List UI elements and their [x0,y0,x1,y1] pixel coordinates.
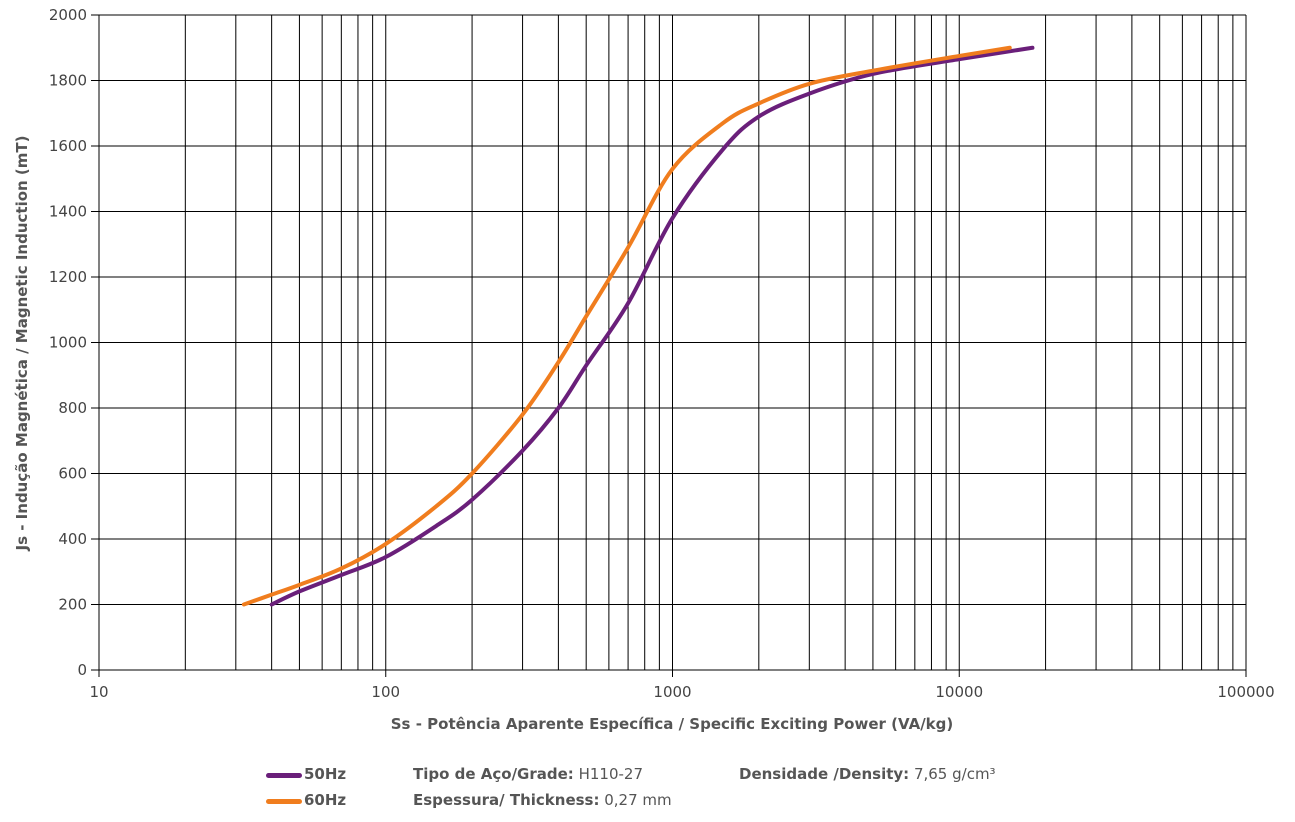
legend-swatch-60hz [266,799,302,804]
y-axis-title: Js - Indução Magnética / Magnetic Induct… [13,135,31,551]
x-axis-title: Ss - Potência Aparente Específica / Spec… [391,715,954,733]
y-tick-label: 800 [58,399,87,417]
x-tick-label: 100 [371,683,400,701]
y-tick-label: 2000 [49,6,87,24]
tick-labels: 0 200 400 600 800 1000 1200 1400 1600 1800 2000 10 1… [49,6,1275,701]
y-tick-label: 600 [58,465,87,483]
y-tick-label: 1000 [49,334,87,352]
grid-lines [91,14,1247,677]
thickness-info: Espessura/ Thickness: 0,27 mm [413,791,672,809]
x-tick-label: 1000 [653,683,691,701]
series-line-60hz [241,45,1012,607]
legend-label-60hz: 60Hz [304,791,347,809]
density-label: Densidade /Density: [739,765,910,783]
grade-info: Tipo de Aço/Grade: H110-27 [413,765,643,783]
x-tick-label: 10000 [935,683,983,701]
x-tick-label: 10 [89,683,108,701]
density-info: Densidade /Density: 7,65 g/cm³ [739,765,996,783]
grade-label: Tipo de Aço/Grade: [413,765,574,783]
y-tick-label: 1200 [49,268,87,286]
y-tick-label: 200 [58,596,87,614]
series-line-50hz [269,45,1035,607]
y-tick-label: 1400 [49,203,87,221]
thickness-value: 0,27 mm [604,791,672,809]
legend-swatch-50hz [266,773,302,778]
series-lines [241,45,1035,607]
y-tick-label: 400 [58,530,87,548]
density-value: 7,65 g/cm³ [913,765,996,783]
y-tick-label: 0 [77,661,87,679]
thickness-label: Espessura/ Thickness: [413,791,600,809]
x-tick-label: 100000 [1217,683,1274,701]
grade-value: H110-27 [578,765,643,783]
y-tick-label: 1600 [49,137,87,155]
legend-label-50hz: 50Hz [304,765,347,783]
y-tick-label: 1800 [49,72,87,90]
